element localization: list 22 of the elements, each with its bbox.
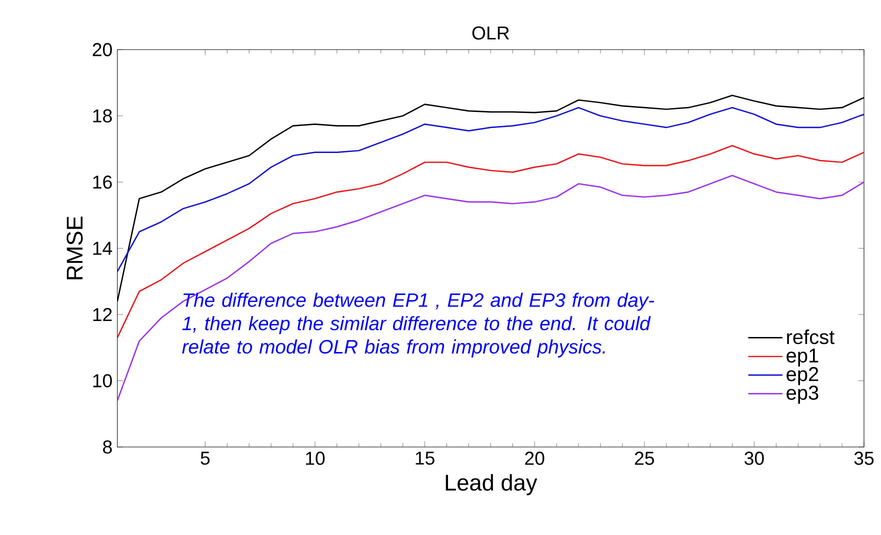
y-tick-label: 14 [93,242,112,255]
chart-title: OLR [472,26,509,40]
x-tick-label: 5 [200,452,210,465]
legend-label: ep1 [786,348,818,367]
legend-label: refcst [787,329,835,344]
x-tick-label: 20 [525,452,544,465]
x-tick-label: 10 [306,452,325,465]
x-tick-label: 15 [416,452,434,465]
y-tick-label: 12 [93,308,112,322]
legend-label: ep3 [786,386,818,404]
y-tick-label: 20 [92,43,112,56]
y-tick-label: 8 [103,440,112,454]
y-tick-label: 16 [93,175,112,189]
x-tick-label: 35 [854,452,874,465]
x-tick-label: 25 [634,452,654,465]
y-tick-label: 10 [93,374,112,388]
x-tick-label: 30 [744,452,764,465]
x-axis-title: Lead day [446,474,538,496]
y-tick-label: 18 [93,109,112,122]
y-axis-title: RMSE [66,216,83,280]
annotation: The difference between EP1 , EP2 and EP3 from day-1, then keep the similar difference to the end. It could relate to model OLR bias from improved physics. [182,292,654,358]
legend-label: ep2 [786,367,818,386]
